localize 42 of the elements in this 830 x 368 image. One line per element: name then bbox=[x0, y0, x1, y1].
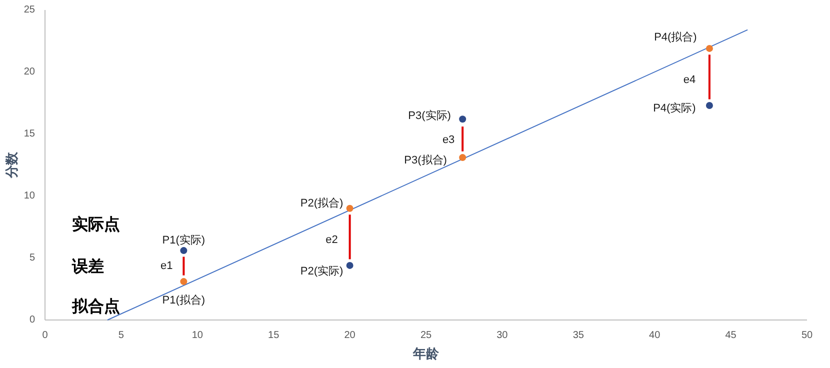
annotation: P1(拟合) bbox=[162, 294, 206, 307]
annotation: 实际点 bbox=[72, 216, 120, 234]
x-tick-label: 20 bbox=[344, 330, 356, 341]
annotation: 拟合点 bbox=[71, 298, 120, 316]
annotation: 误差 bbox=[71, 258, 104, 276]
annotation: e1 bbox=[160, 260, 173, 272]
annotation: P2(拟合) bbox=[300, 196, 344, 210]
x-tick-label: 0 bbox=[42, 330, 48, 341]
x-tick-label: 45 bbox=[725, 330, 737, 341]
x-tick-label: 30 bbox=[496, 330, 508, 341]
y-tick-label: 20 bbox=[24, 66, 36, 78]
x-tick-label: 10 bbox=[192, 330, 204, 341]
annotation: e2 bbox=[326, 234, 338, 246]
point bbox=[180, 247, 188, 254]
point bbox=[180, 278, 188, 286]
annotation: P4(实际) bbox=[653, 101, 696, 114]
x-tick-label: 40 bbox=[649, 330, 661, 341]
annotation: e3 bbox=[442, 134, 455, 146]
x-tick-label: 25 bbox=[420, 330, 432, 341]
x-tick-label: 5 bbox=[118, 330, 124, 341]
annotation: P3(拟合) bbox=[404, 154, 447, 167]
annotation: e4 bbox=[683, 74, 696, 86]
point bbox=[459, 154, 466, 162]
y-tick-label: 5 bbox=[29, 252, 36, 264]
y-tick-label: 25 bbox=[24, 4, 36, 16]
annotation: P2(实际) bbox=[300, 264, 344, 278]
point bbox=[346, 204, 354, 212]
x-tick-label: 35 bbox=[572, 330, 584, 341]
annotation: P1(实际) bbox=[162, 234, 206, 247]
point bbox=[706, 102, 713, 109]
y-tick-label: 10 bbox=[24, 190, 36, 202]
point bbox=[459, 116, 466, 123]
annotation: P4(拟合) bbox=[654, 30, 697, 44]
y-axis-title: 分数 bbox=[4, 151, 19, 179]
annotation: P3(实际) bbox=[408, 109, 451, 122]
point bbox=[706, 44, 713, 52]
y-tick-label: 0 bbox=[29, 314, 36, 326]
x-axis-title: 年龄 bbox=[412, 346, 440, 361]
point bbox=[346, 262, 354, 269]
x-tick-label: 15 bbox=[268, 330, 280, 341]
y-tick-label: 15 bbox=[24, 128, 36, 140]
x-tick-label: 50 bbox=[801, 330, 813, 341]
